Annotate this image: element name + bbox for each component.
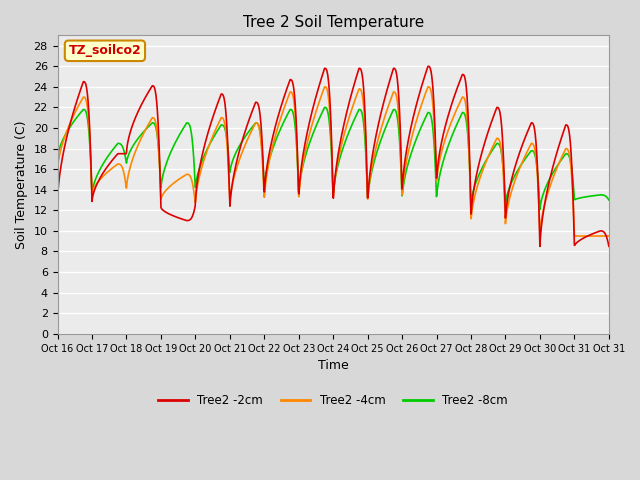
Tree2 -2cm xyxy=(308,108,316,114)
Tree2 -8cm xyxy=(545,178,552,184)
Line: Tree2 -4cm: Tree2 -4cm xyxy=(58,87,609,236)
Tree2 -2cm xyxy=(598,228,606,234)
Title: Tree 2 Soil Temperature: Tree 2 Soil Temperature xyxy=(243,15,424,30)
Tree2 -8cm xyxy=(598,192,606,198)
Tree2 -8cm xyxy=(319,108,326,114)
Line: Tree2 -8cm: Tree2 -8cm xyxy=(58,108,609,209)
Tree2 -2cm xyxy=(463,98,471,104)
Tree2 -2cm xyxy=(545,182,552,188)
Text: TZ_soilco2: TZ_soilco2 xyxy=(68,44,141,57)
Tree2 -8cm xyxy=(536,206,544,212)
Tree2 -2cm xyxy=(536,243,544,249)
Line: Tree2 -2cm: Tree2 -2cm xyxy=(58,66,609,246)
Tree2 -2cm xyxy=(319,72,326,77)
Tree2 -8cm xyxy=(321,105,328,110)
Tree2 -4cm xyxy=(321,84,328,90)
Tree2 -8cm xyxy=(308,133,316,139)
Tree2 -4cm xyxy=(140,130,148,136)
Tree2 -4cm xyxy=(598,233,606,239)
Tree2 -4cm xyxy=(319,89,326,95)
X-axis label: Time: Time xyxy=(318,359,349,372)
Y-axis label: Soil Temperature (C): Soil Temperature (C) xyxy=(15,120,28,249)
Tree2 -4cm xyxy=(545,189,552,195)
Tree2 -4cm xyxy=(571,233,579,239)
Tree2 -8cm xyxy=(54,156,61,162)
Tree2 -8cm xyxy=(140,129,148,134)
Tree2 -4cm xyxy=(54,168,61,174)
Tree2 -2cm xyxy=(54,199,61,205)
Tree2 -2cm xyxy=(424,63,432,69)
Tree2 -2cm xyxy=(605,243,612,249)
Tree2 -2cm xyxy=(140,97,148,103)
Tree2 -4cm xyxy=(308,121,316,127)
Tree2 -8cm xyxy=(463,127,471,133)
Tree2 -8cm xyxy=(605,197,612,203)
Tree2 -4cm xyxy=(463,118,471,123)
Legend: Tree2 -2cm, Tree2 -4cm, Tree2 -8cm: Tree2 -2cm, Tree2 -4cm, Tree2 -8cm xyxy=(154,389,513,411)
Tree2 -4cm xyxy=(605,233,612,239)
